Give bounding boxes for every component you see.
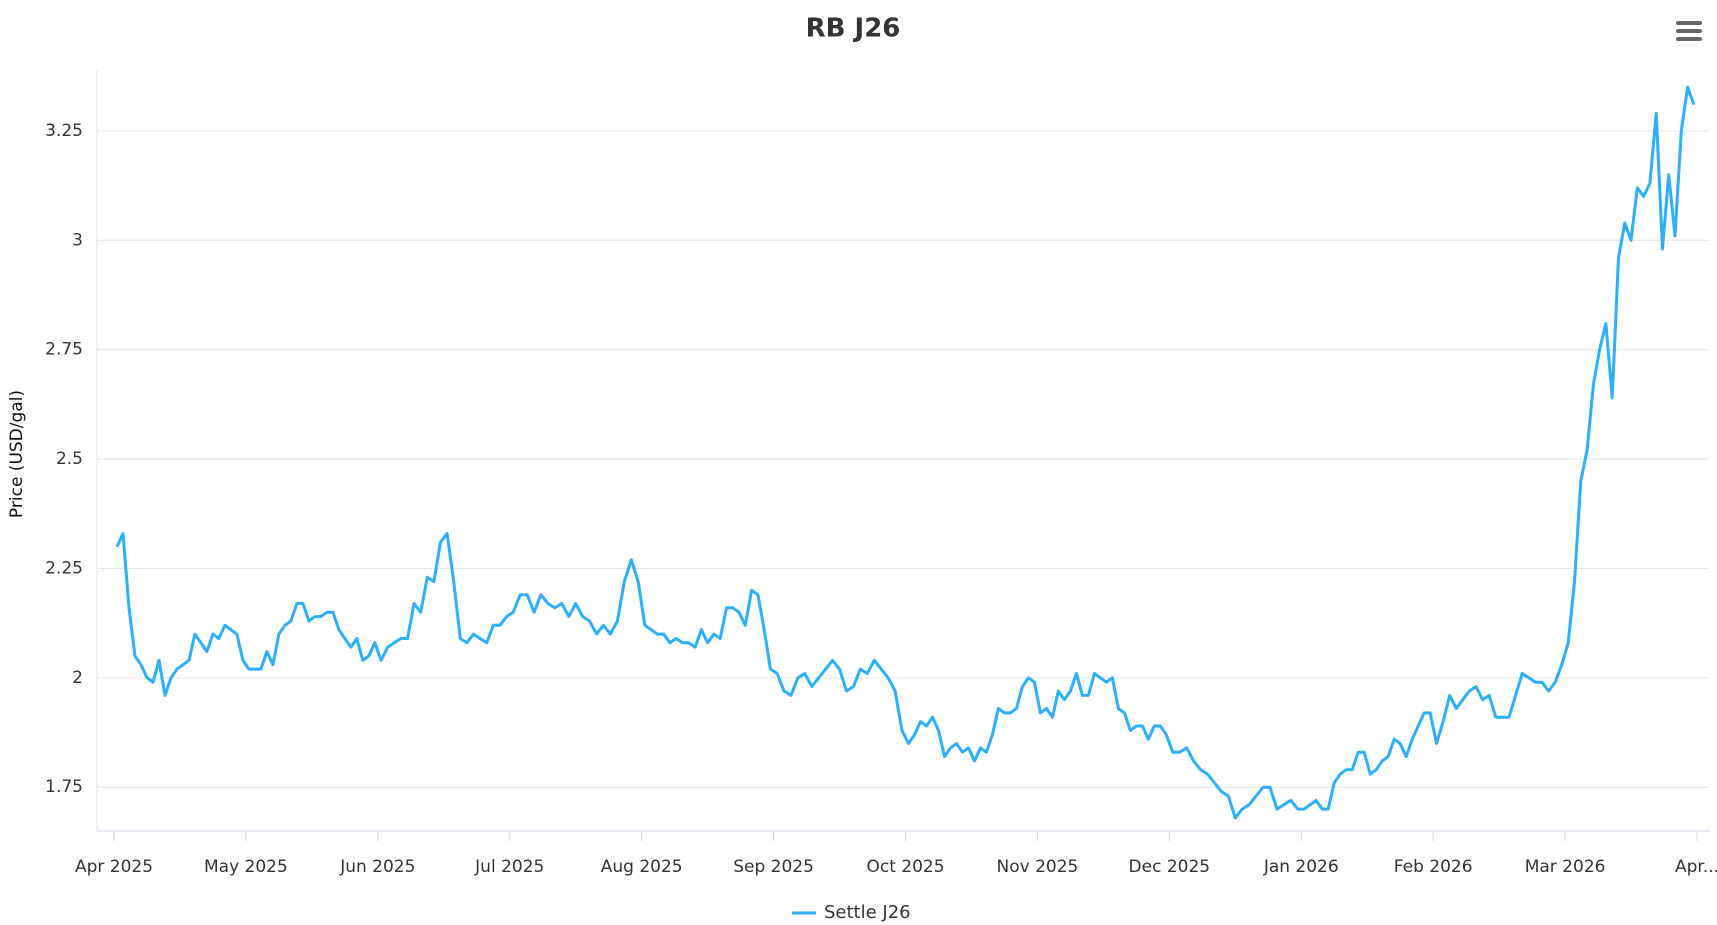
- x-tick-label: May 2025: [204, 857, 288, 877]
- x-tick-label: Sep 2025: [733, 857, 814, 877]
- x-tick-label: Jan 2026: [1263, 857, 1339, 877]
- menu-bar: [1676, 21, 1702, 25]
- y-tick-label: 2: [72, 668, 83, 688]
- x-tick-label: Feb 2026: [1394, 857, 1473, 877]
- line-series: [115, 85, 1696, 820]
- menu-bar: [1676, 37, 1702, 41]
- y-tick-label: 2.5: [56, 449, 83, 469]
- x-tick-label: Jul 2025: [474, 857, 544, 877]
- y-tick-label: 2.75: [45, 340, 83, 360]
- x-tick-label: Apr 2025: [75, 857, 153, 877]
- menu-bar: [1676, 29, 1702, 33]
- x-tick-label: Apr...: [1675, 857, 1717, 877]
- legend-label: Settle J26: [824, 902, 911, 923]
- y-tick-label: 1.75: [45, 777, 83, 797]
- x-tick-label: Nov 2025: [996, 857, 1078, 877]
- y-tick-label: 2.25: [45, 558, 83, 578]
- y-tick-label: 3.25: [45, 121, 83, 141]
- y-tick-label: 3: [72, 230, 83, 250]
- x-tick-label: Jun 2025: [339, 857, 415, 877]
- chart-title: RB J26: [806, 14, 901, 44]
- y-axis-title: Price (USD/gal): [7, 390, 27, 518]
- x-tick-label: Aug 2025: [601, 857, 683, 877]
- x-tick-label: Mar 2026: [1525, 857, 1606, 877]
- menu-button[interactable]: [1676, 21, 1702, 41]
- x-tick-label: Oct 2025: [866, 857, 944, 877]
- x-tick-label: Dec 2025: [1129, 857, 1211, 877]
